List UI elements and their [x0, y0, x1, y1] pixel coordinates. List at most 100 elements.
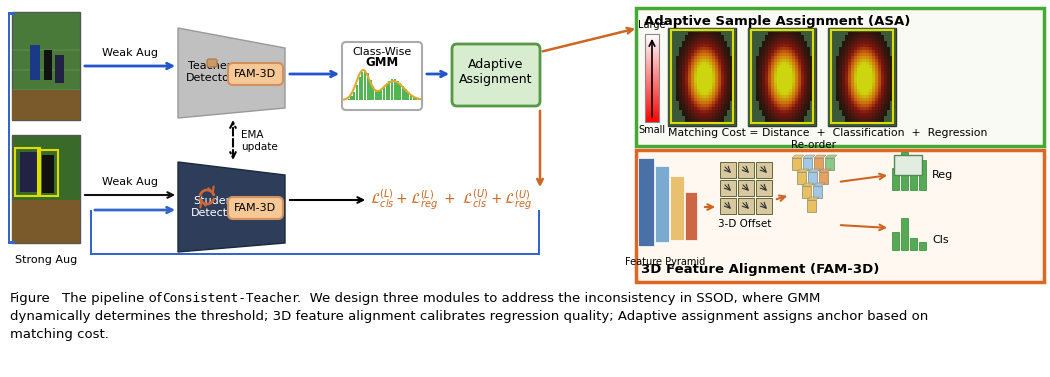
- Bar: [756, 98, 759, 101]
- Bar: [801, 116, 804, 119]
- Bar: [777, 71, 780, 74]
- Bar: [762, 101, 765, 104]
- Bar: [845, 86, 848, 89]
- Bar: [704, 59, 706, 62]
- Bar: [721, 95, 724, 98]
- Bar: [727, 101, 730, 104]
- Bar: [854, 65, 857, 68]
- Bar: [875, 62, 878, 65]
- Bar: [762, 56, 765, 59]
- Bar: [700, 71, 704, 74]
- Bar: [792, 38, 795, 41]
- Bar: [685, 59, 688, 62]
- Bar: [801, 44, 804, 47]
- Bar: [804, 59, 807, 62]
- Bar: [765, 116, 768, 119]
- Bar: [685, 98, 688, 101]
- Bar: [645, 55, 659, 57]
- Bar: [756, 198, 772, 214]
- FancyBboxPatch shape: [228, 197, 284, 219]
- Bar: [813, 186, 822, 198]
- Bar: [804, 83, 807, 86]
- Bar: [765, 113, 768, 116]
- Bar: [697, 62, 700, 65]
- Bar: [854, 116, 857, 119]
- Bar: [792, 101, 795, 104]
- Bar: [789, 53, 792, 56]
- Bar: [854, 113, 857, 116]
- Bar: [866, 86, 869, 89]
- Bar: [720, 180, 736, 196]
- Bar: [724, 62, 727, 65]
- Bar: [685, 192, 697, 240]
- Bar: [860, 113, 863, 116]
- Bar: [727, 71, 730, 74]
- Bar: [682, 101, 685, 104]
- Polygon shape: [813, 183, 825, 186]
- Bar: [721, 83, 724, 86]
- Bar: [801, 77, 804, 80]
- Bar: [872, 83, 875, 86]
- Bar: [715, 35, 718, 38]
- Bar: [756, 77, 759, 80]
- Bar: [866, 53, 869, 56]
- Bar: [697, 59, 700, 62]
- Bar: [783, 119, 786, 122]
- Bar: [854, 44, 857, 47]
- Bar: [872, 41, 875, 44]
- Bar: [759, 107, 762, 110]
- Bar: [774, 71, 777, 74]
- Bar: [807, 47, 810, 50]
- Bar: [8, 241, 15, 244]
- Bar: [762, 92, 765, 95]
- Bar: [765, 74, 768, 77]
- Bar: [866, 83, 869, 86]
- Bar: [712, 107, 715, 110]
- Bar: [697, 83, 700, 86]
- Bar: [759, 65, 762, 68]
- Bar: [850, 74, 854, 77]
- Bar: [682, 68, 685, 71]
- Bar: [798, 44, 801, 47]
- Text: Figure: Figure: [10, 292, 50, 305]
- Bar: [688, 35, 691, 38]
- Bar: [727, 47, 730, 50]
- Bar: [645, 105, 659, 107]
- Bar: [685, 68, 688, 71]
- Bar: [857, 32, 860, 35]
- Bar: [783, 35, 786, 38]
- Bar: [682, 92, 685, 95]
- Bar: [715, 119, 718, 122]
- Bar: [863, 98, 866, 101]
- Bar: [706, 47, 709, 50]
- Bar: [875, 83, 878, 86]
- Bar: [860, 98, 863, 101]
- Bar: [869, 83, 872, 86]
- Bar: [890, 80, 892, 83]
- Bar: [756, 80, 759, 83]
- Bar: [704, 53, 706, 56]
- Bar: [694, 35, 697, 38]
- Bar: [645, 76, 659, 78]
- Bar: [762, 74, 765, 77]
- Bar: [762, 98, 765, 101]
- Bar: [866, 77, 869, 80]
- Bar: [814, 158, 823, 170]
- Bar: [413, 97, 415, 100]
- Bar: [636, 8, 1044, 146]
- Bar: [857, 113, 860, 116]
- Bar: [727, 53, 730, 56]
- Bar: [724, 98, 727, 101]
- Bar: [878, 110, 881, 113]
- Bar: [839, 101, 842, 104]
- Bar: [869, 92, 872, 95]
- Bar: [12, 90, 80, 120]
- Bar: [839, 95, 842, 98]
- Bar: [730, 92, 733, 95]
- Bar: [872, 47, 875, 50]
- Bar: [798, 95, 801, 98]
- Bar: [780, 68, 783, 71]
- Bar: [881, 35, 884, 38]
- Bar: [685, 41, 688, 44]
- Bar: [700, 47, 704, 50]
